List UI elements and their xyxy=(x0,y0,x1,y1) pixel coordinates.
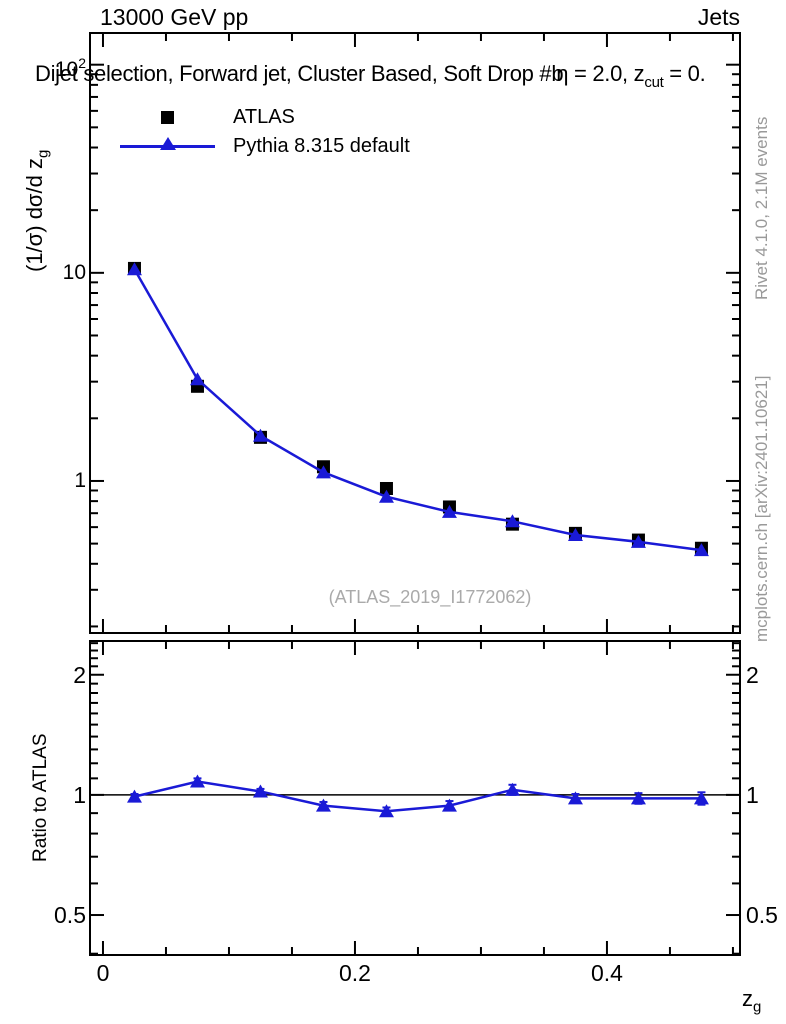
legend-marker-atlas-square xyxy=(161,111,174,124)
pythia-points xyxy=(126,262,709,557)
ratio-tick-right-1: 1 xyxy=(746,782,759,808)
legend-label-pythia: Pythia 8.315 default xyxy=(233,135,410,157)
plot-title-eta: η xyxy=(556,61,569,86)
plot-frames xyxy=(89,32,741,956)
legend-marker-pythia-triangle xyxy=(160,137,176,150)
y-tick-label-100: 102 xyxy=(24,51,86,82)
plot-title-subscript: cut xyxy=(644,74,664,91)
plot-title-pre: Dijet selection, Forward jet, Cluster Ba… xyxy=(35,61,564,86)
x-tick-label-02: 0.2 xyxy=(339,960,371,986)
rivet-version-note: Rivet 4.1.0, 2.1M events xyxy=(752,116,771,300)
y-axis-label-text: (1/σ) dσ/d z xyxy=(22,158,47,272)
legend-label-atlas: ATLAS xyxy=(233,106,295,128)
y-tick-label-10: 10 xyxy=(62,261,86,284)
plot-title-post: = 0. xyxy=(663,61,706,86)
ratio-tick-left-05: 0.5 xyxy=(54,902,86,928)
y-axis-label-subscript: g xyxy=(34,149,52,159)
ratio-tick-right-2: 2 xyxy=(746,662,759,688)
x-tick-label-0: 0 xyxy=(96,960,110,986)
y-tick-100-exponent: 2 xyxy=(78,55,86,71)
x-axis-label: zg xyxy=(742,986,761,1015)
ratio-tick-right-05: 0.5 xyxy=(746,902,778,928)
x-tick-label-04: 0.4 xyxy=(591,960,623,986)
beam-energy-label: 13000 GeV pp xyxy=(100,4,249,30)
ratio-tick-left-2: 2 xyxy=(73,662,86,688)
atlas-points xyxy=(127,261,708,555)
axis-ticks xyxy=(90,33,740,955)
plot-title-mid: = 2.0, z xyxy=(568,61,645,86)
x-axis-label-subscript: g xyxy=(753,998,762,1016)
pythia-line xyxy=(133,268,702,552)
ratio-points xyxy=(126,774,709,818)
plot-title: Dijet selection, Forward jet, Cluster Ba… xyxy=(35,61,706,91)
x-axis-label-text: z xyxy=(742,986,753,1011)
y-axis-label: (1/σ) dσ/d zg xyxy=(22,150,51,272)
process-label: Jets xyxy=(697,4,740,30)
y-tick-label-1: 1 xyxy=(74,469,86,492)
analysis-watermark: (ATLAS_2019_I1772062) xyxy=(328,587,532,607)
ratio-line xyxy=(134,780,702,813)
mcplots-arxiv-note: mcplots.cern.ch [arXiv:2401.10621] xyxy=(752,375,771,642)
y-tick-100-base: 10 xyxy=(54,58,79,81)
ratio-tick-left-1: 1 xyxy=(73,782,86,808)
